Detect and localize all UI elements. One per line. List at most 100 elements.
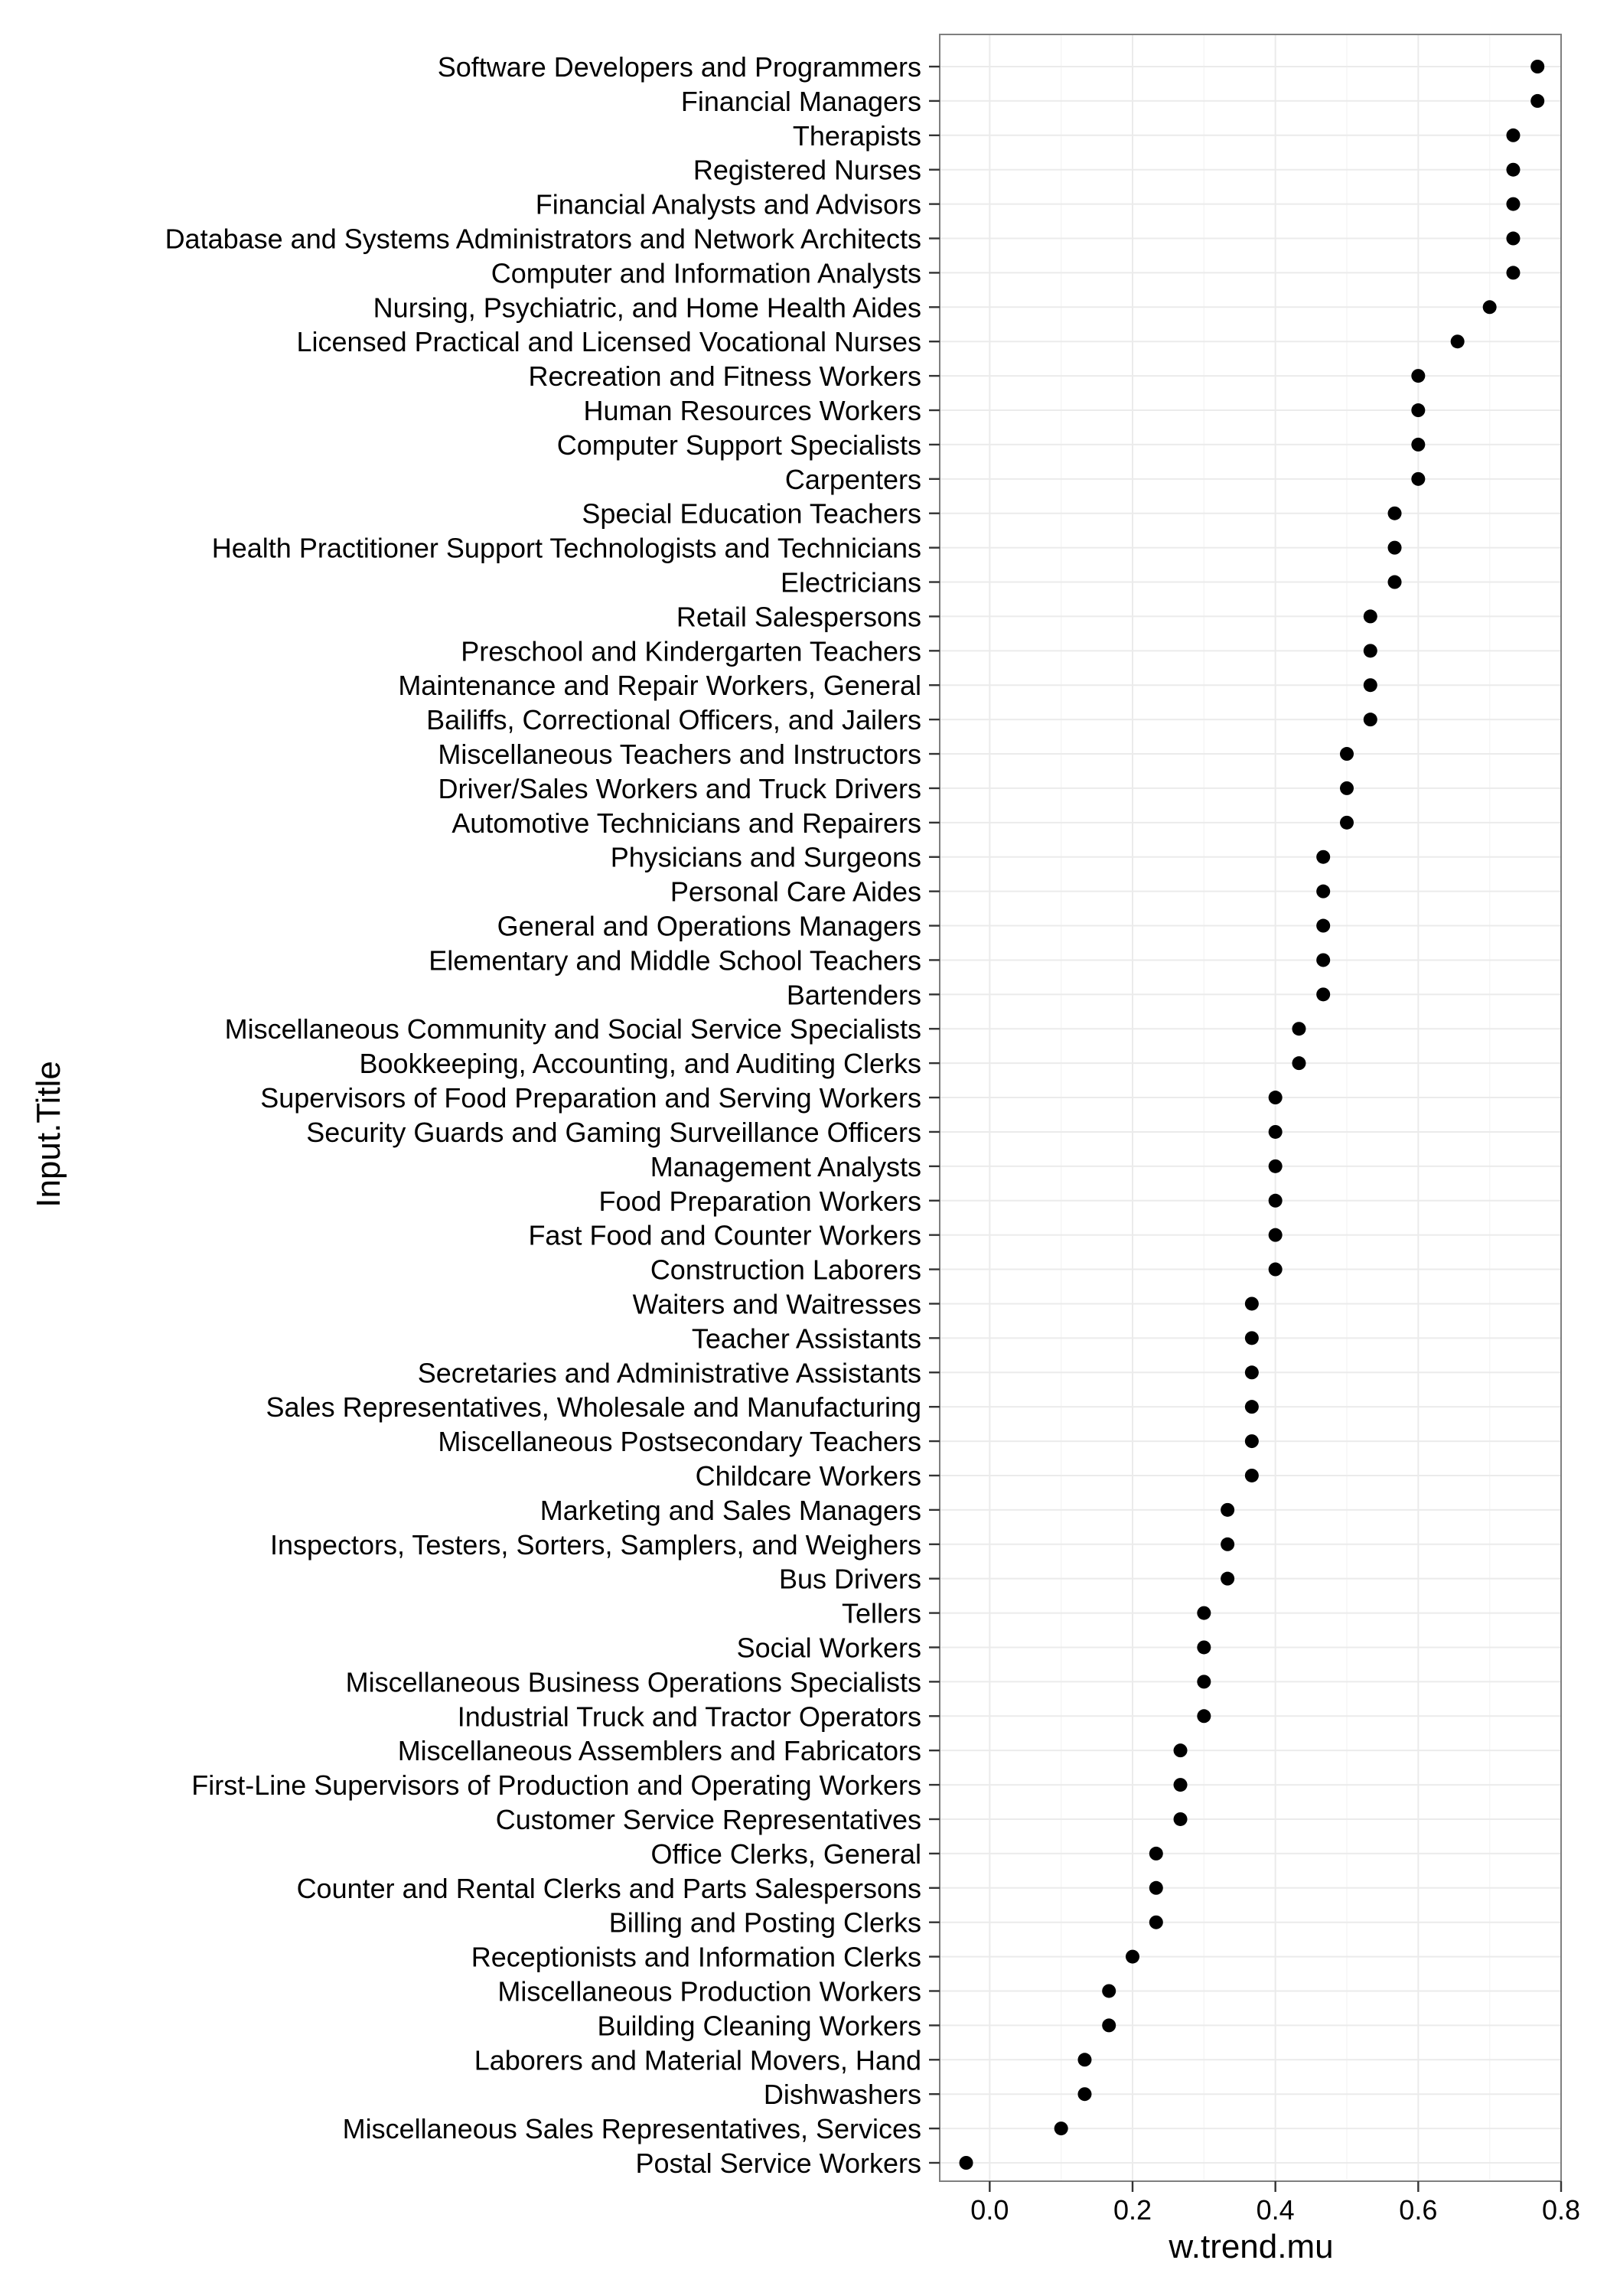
y-tick-label: Preschool and Kindergarten Teachers [461, 635, 921, 667]
data-point [1173, 1812, 1188, 1826]
y-tick-label: Bookkeeping, Accounting, and Auditing Cl… [360, 1048, 921, 1079]
y-tick-label: Health Practitioner Support Technologist… [212, 533, 921, 564]
data-point [1387, 540, 1402, 555]
y-tick-label: Management Analysts [650, 1151, 921, 1182]
data-point [1268, 1262, 1283, 1277]
data-point [1126, 1949, 1139, 1964]
y-tick-label: Licensed Practical and Licensed Vocation… [297, 326, 922, 357]
data-point [1506, 197, 1521, 211]
y-tick-label: Laborers and Material Movers, Hand [474, 2044, 921, 2076]
y-tick-label: Miscellaneous Teachers and Instructors [438, 739, 921, 770]
y-tick-label: Registered Nurses [693, 155, 921, 186]
data-point [1506, 266, 1521, 280]
y-tick-label: Sales Representatives, Wholesale and Man… [266, 1391, 921, 1423]
data-point [1268, 1228, 1283, 1242]
y-tick-label: Miscellaneous Sales Representatives, Ser… [343, 2113, 921, 2144]
y-tick-label: Special Education Teachers [582, 498, 921, 530]
y-tick-label: Dishwashers [764, 2079, 921, 2110]
plot-panel [939, 34, 1562, 2182]
y-tick-label: Carpenters [785, 464, 921, 495]
y-tick-label: Teacher Assistants [692, 1322, 921, 1354]
data-point [1450, 334, 1465, 349]
data-point [1197, 1709, 1211, 1724]
panel-border [939, 34, 1562, 2182]
data-point [1268, 1193, 1283, 1208]
y-tick-label: First-Line Supervisors of Production and… [191, 1769, 921, 1801]
data-point [1077, 2087, 1092, 2102]
data-point [1197, 1606, 1211, 1620]
y-axis-title: Input.Title [30, 1061, 67, 1208]
data-point [1363, 678, 1377, 693]
data-point [1363, 609, 1377, 624]
data-point [1221, 1502, 1235, 1517]
y-axis: Software Developers and ProgrammersFinan… [165, 51, 940, 2179]
y-tick-label: Personal Care Aides [670, 876, 921, 908]
data-point [1506, 231, 1521, 246]
y-tick-label: Fast Food and Counter Workers [528, 1220, 921, 1251]
data-point [1411, 471, 1426, 486]
y-tick-label: Electricians [781, 567, 921, 598]
y-tick-label: Tellers [842, 1598, 921, 1629]
data-point [1482, 300, 1497, 315]
x-tick-label: 0.0 [970, 2194, 1009, 2226]
y-tick-label: Childcare Workers [696, 1460, 921, 1492]
data-point [1506, 162, 1521, 177]
y-tick-label: General and Operations Managers [497, 911, 921, 942]
y-tick-label: Miscellaneous Community and Social Servi… [225, 1013, 921, 1045]
y-tick-label: Miscellaneous Business Operations Specia… [346, 1666, 921, 1698]
y-tick-label: Secretaries and Administrative Assistant… [418, 1357, 921, 1388]
data-point [1173, 1743, 1188, 1758]
x-tick-label: 0.4 [1257, 2194, 1295, 2226]
data-point [1244, 1331, 1259, 1345]
x-tick-label: 0.2 [1113, 2194, 1152, 2226]
y-tick-label: Bailiffs, Correctional Officers, and Jai… [426, 704, 921, 735]
y-tick-label: Physicians and Surgeons [611, 842, 921, 873]
y-tick-label: Bus Drivers [779, 1564, 921, 1595]
data-point [1244, 1434, 1259, 1449]
y-tick-label: Billing and Posting Clerks [609, 1907, 921, 1939]
y-tick-label: Nursing, Psychiatric, and Home Health Ai… [373, 292, 921, 323]
data-point [1340, 781, 1354, 795]
data-point [1149, 1846, 1163, 1861]
y-tick-label: Supervisors of Food Preparation and Serv… [260, 1082, 921, 1114]
data-point [1077, 2053, 1092, 2067]
data-point [1268, 1159, 1283, 1173]
y-tick-label: Counter and Rental Clerks and Parts Sale… [297, 1873, 921, 1904]
y-tick-label: Financial Managers [681, 86, 921, 117]
data-point [1316, 987, 1331, 1002]
y-tick-label: Miscellaneous Production Workers [497, 1975, 921, 2007]
data-point [1363, 713, 1377, 727]
data-point [1221, 1537, 1235, 1551]
y-tick-label: Building Cleaning Workers [597, 2010, 921, 2041]
y-tick-label: Recreation and Fitness Workers [528, 360, 921, 392]
data-point [1411, 437, 1426, 452]
data-point [1387, 506, 1402, 520]
data-point [1340, 747, 1354, 762]
y-tick-label: Marketing and Sales Managers [540, 1495, 921, 1526]
data-point [1102, 1984, 1116, 1998]
data-point [1530, 60, 1545, 73]
y-tick-label: Financial Analysts and Advisors [536, 189, 921, 220]
data-point [1316, 918, 1331, 933]
y-tick-label: Industrial Truck and Tractor Operators [458, 1701, 921, 1732]
data-point [1054, 2122, 1068, 2136]
data-point [1411, 403, 1426, 418]
y-tick-label: Retail Salespersons [676, 601, 921, 632]
y-tick-label: Office Clerks, General [651, 1838, 921, 1870]
grid-lines [940, 34, 1562, 2181]
data-point [1292, 1022, 1306, 1036]
data-point [959, 2156, 973, 2170]
data-point [1244, 1400, 1259, 1414]
data-point [1292, 1056, 1306, 1071]
data-point [1363, 644, 1377, 658]
y-tick-label: Postal Service Workers [636, 2148, 921, 2179]
data-point [1197, 1675, 1211, 1689]
data-point [1244, 1468, 1259, 1482]
x-axis-title: w.trend.mu [1168, 2228, 1333, 2265]
y-tick-label: Elementary and Middle School Teachers [429, 944, 921, 976]
x-tick-label: 0.8 [1542, 2194, 1580, 2226]
y-tick-label: Security Guards and Gaming Surveillance … [306, 1117, 921, 1148]
y-tick-label: Waiters and Waitresses [633, 1288, 921, 1319]
